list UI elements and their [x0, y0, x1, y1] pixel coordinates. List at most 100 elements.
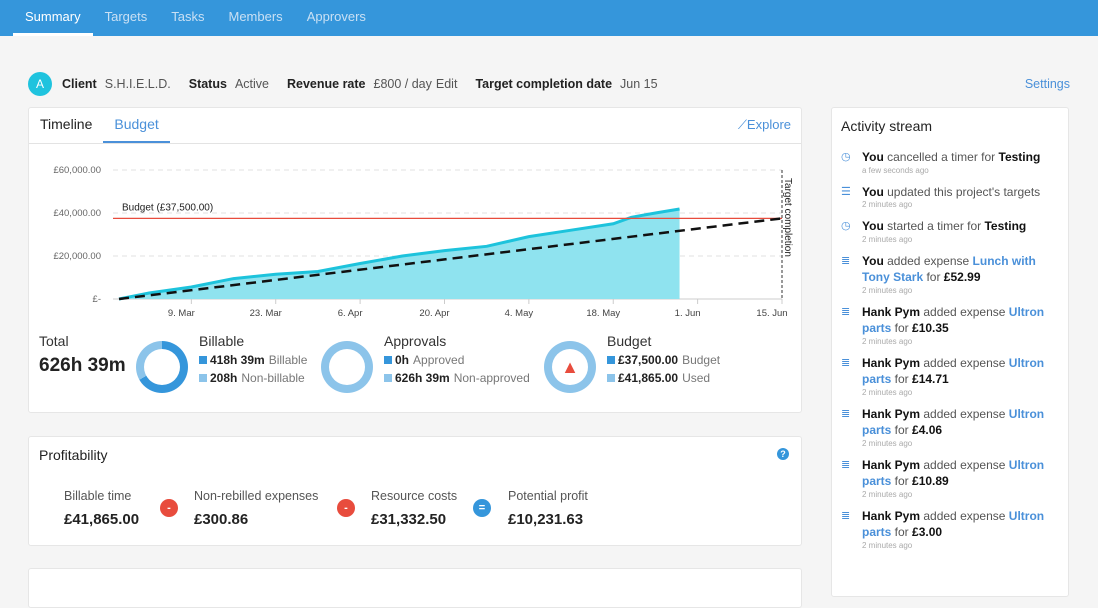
activity-item: ≣Hank Pym added expense Ultron parts for… [841, 508, 1059, 550]
x-tick-label: 9. Mar [168, 308, 195, 319]
amount: £4.06 [912, 423, 942, 437]
target-date-value: Jun 15 [620, 77, 658, 91]
expense-icon: ≣ [841, 355, 862, 397]
timestamp: 2 minutes ago [862, 541, 1059, 550]
actor: Hank Pym [862, 305, 920, 319]
task-name: Testing [999, 150, 1041, 164]
budget-donut: ▲ [544, 341, 596, 393]
billable-time-item: Billable time £41,865.00 [64, 489, 139, 528]
budget-value: £37,500.00 [618, 353, 678, 367]
item-label: Billable time [64, 489, 139, 503]
action-text: added expense [920, 509, 1009, 523]
actor: Hank Pym [862, 509, 920, 523]
tab-targets[interactable]: Targets [93, 0, 160, 36]
trend-icon: ⟋ [738, 117, 747, 132]
y-tick-label: £20,000.00 [53, 251, 101, 262]
billable-value: 418h 39m [210, 353, 265, 367]
actor: Hank Pym [862, 458, 920, 472]
y-tick-label: £- [93, 294, 101, 305]
amount: £3.00 [912, 525, 942, 539]
tab-members[interactable]: Members [217, 0, 295, 36]
activity-item: ≣Hank Pym added expense Ultron parts for… [841, 457, 1059, 499]
amount: £10.89 [912, 474, 949, 488]
minus-icon: - [160, 499, 178, 517]
actor: You [862, 185, 884, 199]
task-name: Testing [984, 219, 1026, 233]
status-value: Active [235, 77, 269, 91]
used-label: Used [682, 371, 710, 385]
for-text: for [923, 270, 944, 284]
settings-link[interactable]: Settings [1025, 77, 1070, 91]
used-value: £41,865.00 [618, 371, 678, 385]
non-billable-value: 208h [210, 371, 237, 385]
for-text: for [891, 525, 912, 539]
action-text: added expense [920, 458, 1009, 472]
non-approved-label: Non-approved [454, 371, 530, 385]
activity-stream: Activity stream ◷You cancelled a timer f… [831, 107, 1069, 597]
approved-label: Approved [413, 353, 464, 367]
total-stat: Total 626h 39m [39, 333, 126, 377]
billable-donut [136, 341, 188, 393]
tab-budget[interactable]: Budget [103, 108, 169, 143]
target-completion-label: Target completion [782, 178, 793, 257]
tab-summary[interactable]: Summary [13, 0, 93, 36]
resource-costs-item: Resource costs £31,332.50 [371, 489, 457, 528]
x-tick-label: 23. Mar [250, 308, 282, 319]
targets-icon: ☰ [841, 184, 862, 210]
action-text: updated this project's targets [884, 185, 1040, 199]
x-tick-label: 1. Jun [675, 308, 701, 319]
for-text: for [891, 423, 912, 437]
equals-icon: = [473, 499, 491, 517]
x-tick-label: 15. Jun [756, 308, 787, 319]
timestamp: 2 minutes ago [862, 388, 1059, 397]
x-tick-label: 18. May [586, 308, 620, 319]
action-text: added expense [920, 356, 1009, 370]
actor: Hank Pym [862, 407, 920, 421]
for-text: for [891, 474, 912, 488]
activity-item: ≣Hank Pym added expense Ultron parts for… [841, 406, 1059, 448]
item-label: Resource costs [371, 489, 457, 503]
timestamp: 2 minutes ago [862, 200, 1040, 209]
tab-timeline[interactable]: Timeline [29, 108, 103, 143]
expense-icon: ≣ [841, 253, 862, 295]
amount: £14.71 [912, 372, 949, 386]
item-value: £31,332.50 [371, 511, 457, 528]
actor: You [862, 150, 884, 164]
help-icon[interactable]: ? [777, 448, 789, 460]
expense-icon: ≣ [841, 457, 862, 499]
activity-title: Activity stream [841, 118, 1059, 134]
tab-tasks[interactable]: Tasks [159, 0, 216, 36]
amount: £52.99 [944, 270, 981, 284]
budget-title: Budget [607, 333, 720, 349]
non-billable-label: Non-billable [241, 371, 304, 385]
x-tick-label: 20. Apr [419, 308, 449, 319]
non-approved-value: 626h 39m [395, 371, 450, 385]
item-label: Potential profit [508, 489, 588, 503]
approved-value: 0h [395, 353, 409, 367]
project-nav: Summary Targets Tasks Members Approvers [0, 0, 1098, 36]
minus-icon: - [337, 499, 355, 517]
client-link[interactable]: S.H.I.E.L.D. [105, 77, 171, 91]
timestamp: 2 minutes ago [862, 490, 1059, 499]
target-date-label: Target completion date [475, 77, 612, 91]
actor: You [862, 254, 884, 268]
timestamp: 2 minutes ago [862, 439, 1059, 448]
expense-icon: ≣ [841, 508, 862, 550]
timestamp: 2 minutes ago [862, 337, 1059, 346]
profitability-title: Profitability [39, 447, 107, 463]
edit-rate-link[interactable]: Edit [436, 77, 458, 91]
amount: £10.35 [912, 321, 949, 335]
budget-line-label: Budget (£37,500.00) [122, 202, 213, 213]
x-tick-label: 4. May [505, 308, 534, 319]
item-value: £41,865.00 [64, 511, 139, 528]
client-label: Client [62, 77, 97, 91]
tab-approvers[interactable]: Approvers [295, 0, 378, 36]
clock-icon: ◷ [841, 218, 862, 244]
profitability-card: Profitability ? Billable time£41,865.00 … [28, 436, 802, 546]
explore-button[interactable]: ⟋Explore [738, 117, 791, 133]
